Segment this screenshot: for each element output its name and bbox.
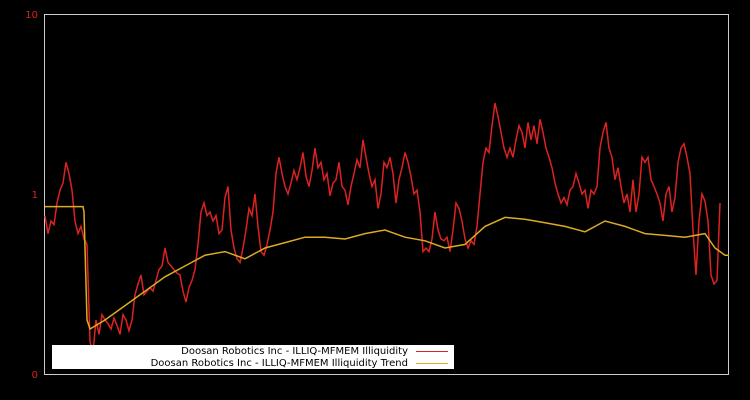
plot-frame (44, 14, 729, 375)
legend-label-illiquidity: Doosan Robotics Inc - ILLIQ-MFMEM Illiqu… (181, 345, 408, 357)
y-tick-1: 1 (32, 190, 38, 201)
legend-item-trend: Doosan Robotics Inc - ILLIQ-MFMEM Illiqu… (151, 357, 448, 369)
legend-swatch-trend (416, 362, 448, 364)
legend-label-trend: Doosan Robotics Inc - ILLIQ-MFMEM Illiqu… (150, 357, 408, 369)
series-layer (44, 102, 729, 353)
legend-swatch-illiquidity (416, 350, 448, 352)
y-tick-0: 0 (32, 370, 38, 381)
illiquidity-line (44, 102, 721, 353)
illiquidity-trend-line (45, 205, 729, 331)
legend-item-illiquidity: Doosan Robotics Inc - ILLIQ-MFMEM Illiqu… (181, 345, 448, 357)
legend: Doosan Robotics Inc - ILLIQ-MFMEM Illiqu… (52, 345, 454, 369)
y-tick-10: 10 (25, 10, 38, 21)
